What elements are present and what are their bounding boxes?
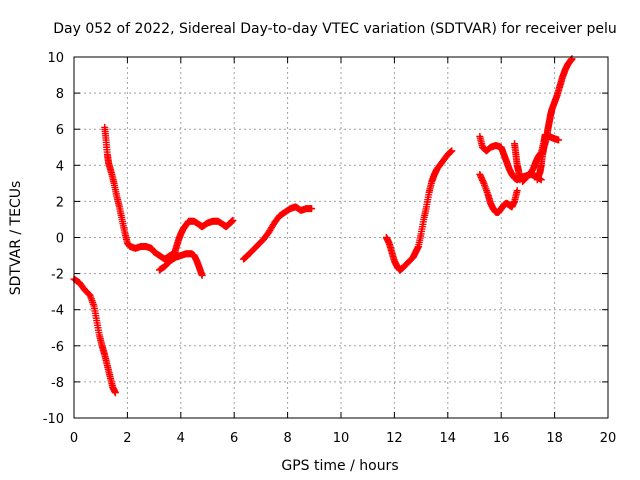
y-ticks: -10 -8 -6 -4 -2 0 2 4 6 8 10: [43, 51, 608, 427]
y-tick-label: -4: [51, 304, 64, 319]
y-tick-label: 0: [56, 232, 64, 247]
y-tick-label: -6: [51, 340, 64, 355]
x-tick-label: 12: [386, 431, 403, 446]
data-point: [308, 205, 316, 213]
x-tick-label: 14: [440, 431, 457, 446]
grid-layer: [74, 57, 608, 418]
x-tick-label: 8: [283, 431, 291, 446]
x-tick-label: 2: [123, 431, 131, 446]
x-tick-label: 4: [177, 431, 185, 446]
data-point: [568, 55, 576, 63]
data-point: [448, 147, 456, 155]
y-tick-label: 6: [56, 123, 64, 138]
y-tick-label: -2: [51, 268, 64, 283]
data-point: [111, 389, 119, 397]
data-point: [198, 271, 206, 279]
y-tick-label: 4: [56, 159, 64, 174]
x-tick-label: 18: [546, 431, 563, 446]
x-axis-label: GPS time / hours: [281, 458, 398, 474]
y-tick-label: 10: [47, 51, 64, 66]
x-tick-label: 6: [230, 431, 238, 446]
data-points: [70, 55, 576, 397]
y-tick-label: 8: [56, 87, 64, 102]
data-point: [229, 216, 237, 224]
chart-title: Day 052 of 2022, Sidereal Day-to-day VTE…: [53, 21, 616, 37]
x-ticks: 0 2 4 6 8 10 12 14 16 18 20: [70, 57, 616, 446]
y-tick-label: 2: [56, 195, 64, 210]
data-point: [555, 136, 563, 144]
data-point: [513, 187, 521, 195]
y-tick-label: -8: [51, 376, 64, 391]
x-tick-label: 16: [493, 431, 510, 446]
x-tick-label: 10: [333, 431, 350, 446]
x-tick-label: 20: [600, 431, 617, 446]
y-tick-label: -10: [43, 412, 64, 427]
y-axis-label: SDTVAR / TECUs: [8, 181, 24, 296]
plot-frame: [73, 56, 609, 419]
x-tick-label: 0: [70, 431, 78, 446]
